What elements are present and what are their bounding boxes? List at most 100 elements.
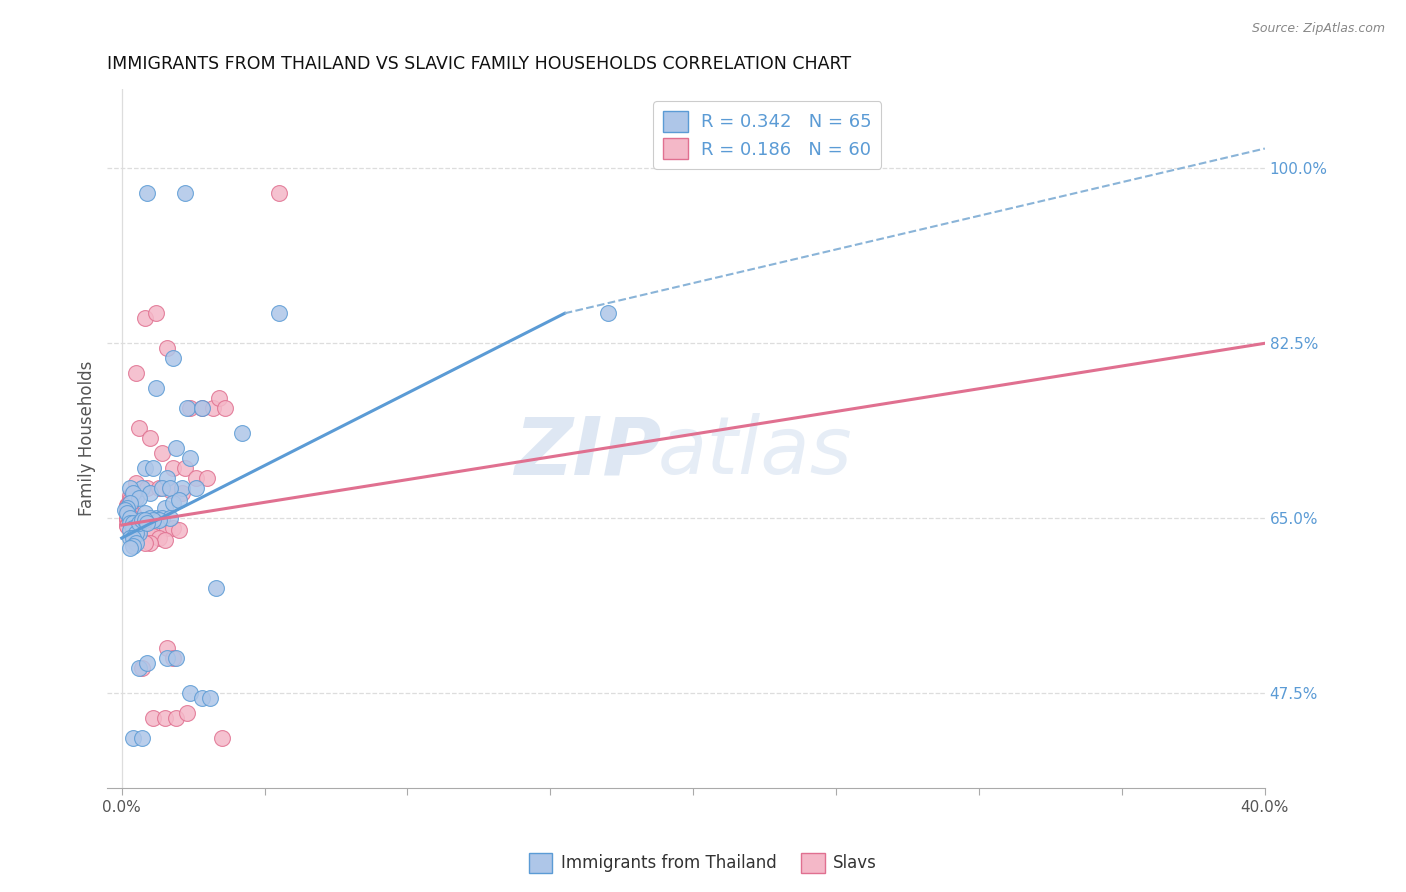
Point	[122, 491, 145, 505]
Point	[156, 471, 179, 485]
Point	[145, 521, 167, 535]
Point	[162, 651, 184, 665]
Point	[122, 531, 145, 545]
Y-axis label: Family Households: Family Households	[79, 360, 96, 516]
Point	[120, 523, 142, 537]
Point	[173, 461, 195, 475]
Point	[120, 541, 142, 555]
Point	[142, 529, 165, 543]
Point	[122, 515, 145, 529]
Point	[125, 536, 148, 550]
Point	[197, 471, 219, 485]
Point	[162, 461, 184, 475]
Point	[117, 519, 139, 533]
Point	[162, 496, 184, 510]
Point	[150, 511, 173, 525]
Point	[120, 531, 142, 545]
Point	[120, 511, 142, 525]
Point	[139, 536, 162, 550]
Point	[128, 491, 150, 505]
Point	[165, 711, 187, 725]
Point	[120, 516, 142, 530]
Point	[179, 401, 201, 416]
Point	[148, 513, 170, 527]
Point	[117, 518, 139, 533]
Point	[125, 491, 148, 505]
Point	[117, 506, 139, 520]
Point	[153, 533, 176, 547]
Point	[159, 483, 181, 497]
Point	[122, 731, 145, 745]
Point	[150, 481, 173, 495]
Point	[153, 711, 176, 725]
Point	[139, 511, 162, 525]
Point	[167, 493, 190, 508]
Point	[120, 496, 142, 510]
Point	[136, 656, 159, 670]
Point	[128, 421, 150, 435]
Point	[120, 516, 142, 530]
Point	[208, 391, 231, 405]
Point	[136, 186, 159, 201]
Point	[200, 690, 222, 705]
Point	[190, 401, 212, 416]
Point	[156, 521, 179, 535]
Point	[150, 446, 173, 460]
Point	[159, 511, 181, 525]
Point	[211, 731, 233, 745]
Point	[142, 711, 165, 725]
Point	[122, 506, 145, 520]
Point	[148, 531, 170, 545]
Point	[117, 513, 139, 527]
Point	[120, 481, 142, 495]
Point	[122, 521, 145, 535]
Point	[142, 461, 165, 475]
Point	[122, 516, 145, 530]
Point	[205, 581, 228, 595]
Point	[167, 523, 190, 537]
Point	[136, 526, 159, 541]
Point	[190, 690, 212, 705]
Point	[162, 351, 184, 366]
Point	[176, 401, 198, 416]
Point	[120, 503, 142, 517]
Point	[114, 503, 136, 517]
Text: IMMIGRANTS FROM THAILAND VS SLAVIC FAMILY HOUSEHOLDS CORRELATION CHART: IMMIGRANTS FROM THAILAND VS SLAVIC FAMIL…	[107, 55, 852, 73]
Point	[156, 640, 179, 655]
Point	[117, 501, 139, 516]
Point	[131, 481, 153, 495]
Point	[159, 481, 181, 495]
Point	[170, 481, 193, 495]
Point	[134, 311, 156, 326]
Point	[136, 516, 159, 530]
Point	[202, 401, 225, 416]
Point	[125, 526, 148, 541]
Text: atlas: atlas	[658, 413, 853, 491]
Point	[134, 506, 156, 520]
Point	[120, 489, 142, 503]
Point	[131, 513, 153, 527]
Point	[128, 526, 150, 541]
Point	[596, 306, 619, 320]
Point	[128, 516, 150, 530]
Text: Source: ZipAtlas.com: Source: ZipAtlas.com	[1251, 22, 1385, 36]
Point	[131, 731, 153, 745]
Point	[128, 661, 150, 675]
Point	[125, 476, 148, 491]
Legend: Immigrants from Thailand, Slavs: Immigrants from Thailand, Slavs	[523, 847, 883, 880]
Point	[156, 651, 179, 665]
Point	[125, 366, 148, 380]
Point	[125, 521, 148, 535]
Point	[267, 306, 290, 320]
Point	[179, 686, 201, 700]
Point	[176, 706, 198, 720]
Point	[173, 186, 195, 201]
Point	[170, 486, 193, 500]
Point	[162, 521, 184, 535]
Point	[134, 513, 156, 527]
Point	[120, 505, 142, 519]
Point	[131, 661, 153, 675]
Text: ZIP: ZIP	[515, 413, 661, 491]
Point	[139, 486, 162, 500]
Point	[122, 539, 145, 553]
